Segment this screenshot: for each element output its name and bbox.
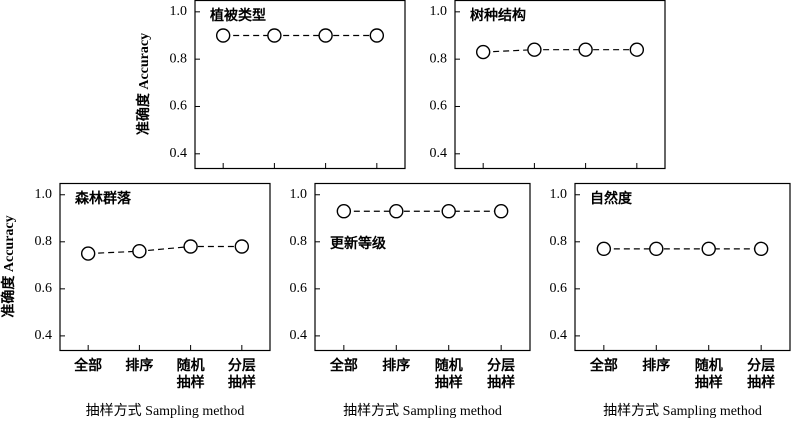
data-point	[441, 204, 456, 219]
data-point	[234, 239, 250, 254]
y-tick-label: 0.8	[35, 234, 53, 249]
data-point	[596, 241, 612, 257]
y-tick-label: 0.6	[430, 99, 448, 114]
plot-frame	[59, 182, 271, 352]
x-tick-label: 分层 抽样	[487, 359, 516, 391]
data-point	[493, 204, 509, 219]
data-point	[701, 241, 716, 257]
x-tick-label: 全部	[329, 359, 358, 374]
y-tick-label: 0.4	[290, 328, 308, 343]
panel-title: 植被类型	[209, 7, 266, 24]
data-point	[475, 44, 491, 60]
y-tick-label: 1.0	[35, 187, 53, 202]
x-tick-label: 排序	[382, 359, 411, 374]
y-axis-label: 准确度 Accuracy	[135, 33, 152, 135]
y-tick-label: 0.6	[170, 99, 188, 114]
y-tick-label: 0.4	[35, 328, 53, 343]
data-point	[336, 204, 352, 219]
y-tick-label: 0.8	[550, 234, 568, 249]
y-tick-label: 0.8	[170, 51, 188, 66]
y-tick-label: 0.4	[170, 146, 188, 161]
panel-title: 更新等级	[330, 235, 387, 252]
data-point	[527, 42, 542, 57]
y-tick-label: 0.6	[550, 281, 568, 296]
x-axis-label: 抽样方式 Sampling method	[343, 403, 502, 419]
y-tick-label: 1.0	[290, 187, 308, 202]
data-point	[753, 241, 769, 257]
data-point	[318, 28, 333, 43]
data-point	[215, 28, 231, 43]
y-tick-label: 1.0	[550, 187, 568, 202]
data-point	[183, 239, 198, 254]
x-tick-label: 全部	[589, 359, 618, 374]
series-line	[88, 245, 242, 255]
x-tick-label: 分层 抽样	[227, 359, 256, 391]
x-tick-label: 随机 抽样	[176, 359, 205, 391]
plot-frame	[574, 182, 791, 352]
x-tick-label: 随机 抽样	[434, 359, 463, 391]
series-line	[483, 49, 637, 53]
x-axis-label: 抽样方式 Sampling method	[603, 403, 762, 419]
plot-frame	[314, 182, 531, 352]
data-point	[267, 28, 282, 43]
data-point	[389, 204, 404, 219]
x-tick-label: 分层 抽样	[747, 359, 776, 391]
data-point	[80, 246, 96, 261]
y-tick-label: 0.4	[550, 328, 568, 343]
x-tick-label: 排序	[642, 359, 671, 374]
panel-title: 森林群落	[75, 190, 132, 207]
y-axis-label: 准确度 Accuracy	[0, 215, 17, 317]
y-tick-label: 0.4	[430, 146, 448, 161]
y-tick-label: 0.8	[290, 234, 308, 249]
data-point	[578, 42, 593, 57]
panel-title: 自然度	[590, 190, 633, 207]
y-tick-label: 0.8	[430, 51, 448, 66]
x-tick-label: 随机 抽样	[694, 359, 723, 391]
data-point	[369, 28, 385, 43]
plot-frame	[194, 0, 406, 170]
x-tick-label: 全部	[74, 359, 103, 374]
y-tick-label: 0.6	[290, 281, 308, 296]
data-point	[649, 241, 664, 257]
panel-title: 树种结构	[470, 7, 526, 24]
y-tick-label: 1.0	[170, 4, 188, 19]
x-tick-label: 排序	[125, 359, 154, 374]
y-tick-label: 1.0	[430, 4, 448, 19]
y-tick-label: 0.6	[35, 281, 53, 296]
plot-frame	[454, 0, 666, 170]
data-point	[629, 42, 645, 57]
x-axis-label: 抽样方式 Sampling method	[86, 403, 245, 419]
data-point	[132, 244, 147, 259]
